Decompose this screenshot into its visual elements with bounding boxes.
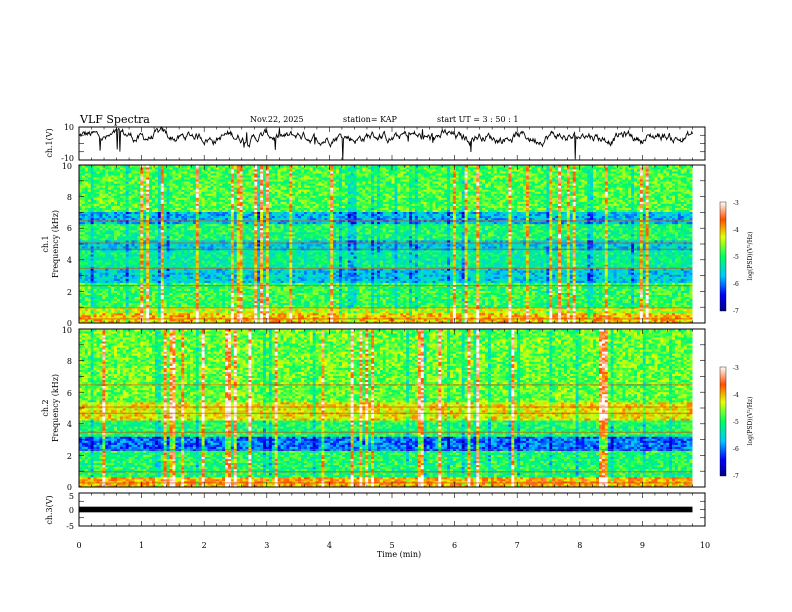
ch1-spectrogram-heatmap [79,165,705,323]
ch1-waveform-ylabel: ch.1(V) [45,128,54,157]
figure-title: VLF Spectra [79,113,150,126]
ch1-spectrogram-panel: 0 2 4 6 8 10 ch.1 Frequency (kHz) -3 -4 … [41,162,754,328]
date-label: Nov.22, 2025 [250,115,304,124]
ch1-waveform-panel: 10 -10 ch.1(V) [45,123,705,163]
start-time-label: start UT = 3 : 50 : 1 [437,115,518,124]
ch1-ytick-top: 10 [64,123,74,132]
vlf-figure: VLF Spectra Nov.22, 2025 station= KAP st… [0,0,792,612]
station-label: station= KAP [343,115,398,124]
